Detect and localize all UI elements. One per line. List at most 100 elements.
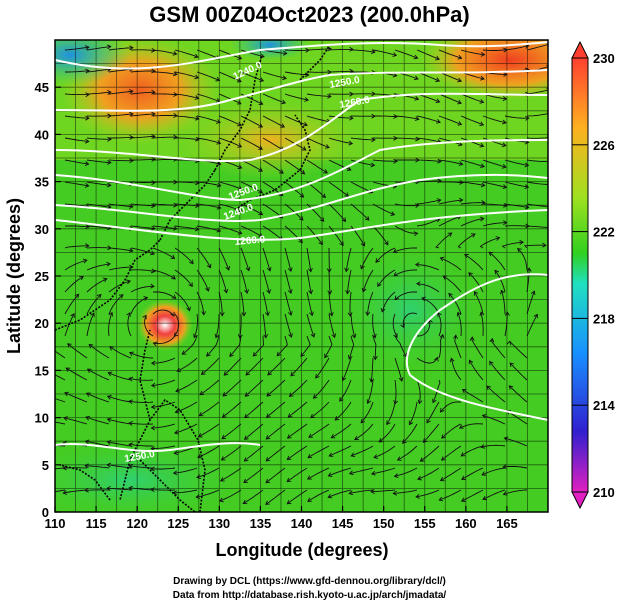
streamline	[196, 467, 220, 478]
streamline	[441, 423, 462, 439]
colorbar-ticks: 210 214 218 222 226 230	[572, 51, 615, 500]
streamline-arrowhead	[351, 333, 357, 339]
streamline-arrowhead	[414, 262, 420, 267]
streamline	[526, 314, 538, 337]
streamline	[468, 272, 484, 293]
streamline-arrowhead	[408, 420, 414, 426]
streamline-arrowhead	[502, 119, 507, 125]
streamline	[526, 113, 548, 117]
streamline	[262, 137, 284, 151]
streamline	[196, 115, 221, 123]
streamline-arrowhead	[129, 264, 134, 270]
streamline-arrowhead	[366, 399, 372, 405]
streamline-arrowhead	[380, 307, 386, 313]
streamline-arrowhead	[448, 292, 453, 298]
streamline	[441, 445, 462, 461]
streamline	[440, 401, 462, 413]
streamline	[86, 203, 111, 208]
streamline	[176, 357, 198, 372]
streamline	[462, 389, 484, 403]
streamline-arrowhead	[170, 311, 175, 317]
streamline-arrowhead	[197, 433, 203, 438]
streamline	[460, 202, 485, 205]
streamline-arrowhead	[84, 45, 90, 51]
streamline-arrowhead	[480, 443, 486, 449]
streamline-arrowhead	[349, 46, 354, 52]
streamline	[324, 335, 333, 358]
streamline-arrowhead	[503, 72, 508, 77]
streamline-arrowhead	[150, 382, 156, 388]
streamline	[438, 137, 463, 146]
y-tick-label: 30	[35, 222, 49, 237]
streamline-arrowhead	[175, 388, 180, 393]
streamline-arrowhead	[193, 333, 198, 339]
streamline	[262, 269, 270, 294]
streamline	[67, 343, 88, 359]
colorbar-tick-label: 230	[593, 51, 615, 66]
streamline-arrowhead	[432, 398, 437, 404]
colorbar-bottom-arrow	[571, 491, 589, 510]
streamline	[219, 489, 242, 502]
streamline	[306, 137, 330, 149]
y-tick-label: 10	[35, 411, 49, 426]
streamline-arrowhead	[150, 360, 156, 366]
x-tick-label: 140	[291, 516, 313, 531]
streamline	[218, 203, 243, 212]
streamline-arrowhead	[401, 439, 407, 444]
streamline-arrowhead	[150, 425, 156, 431]
streamline-arrowhead	[372, 355, 378, 361]
streamline	[307, 445, 330, 459]
streamline-arrowhead	[102, 277, 108, 283]
streamline	[284, 93, 309, 101]
streamline-arrowhead	[173, 225, 178, 231]
streamline-arrowhead	[464, 254, 469, 259]
streamline	[130, 297, 148, 315]
streamline	[55, 467, 66, 470]
streamline	[349, 291, 352, 317]
streamline-arrowhead	[265, 500, 270, 505]
streamline-arrowhead	[225, 265, 231, 271]
streamline	[64, 137, 89, 142]
streamline	[482, 159, 507, 168]
streamline-arrowhead	[439, 256, 445, 262]
streamline	[174, 203, 199, 207]
streamline-arrowhead	[489, 360, 494, 366]
streamline-arrowhead	[341, 217, 347, 223]
streamline	[174, 71, 199, 79]
streamline-arrowhead	[426, 418, 431, 424]
streamline	[64, 181, 89, 187]
streamline-arrowhead	[400, 323, 405, 329]
streamline-arrowhead	[219, 477, 225, 482]
streamline	[152, 93, 178, 96]
streamline-arrowhead	[244, 289, 250, 295]
streamline	[175, 137, 199, 141]
streamline	[62, 467, 88, 469]
contour-label: 1260.0	[234, 234, 266, 248]
streamline-arrowhead	[300, 169, 306, 175]
streamlines	[55, 42, 548, 505]
colorbar: 210 214 218 222 226 230	[571, 40, 615, 510]
streamline	[350, 313, 356, 338]
streamline	[108, 280, 131, 293]
streamline	[266, 423, 286, 440]
streamline-arrowhead	[85, 224, 90, 230]
streamline-arrowhead	[84, 182, 90, 188]
streamline	[193, 313, 198, 338]
streamline-arrowhead	[128, 376, 134, 382]
streamline	[64, 46, 89, 51]
streamline-arrowhead	[106, 462, 112, 468]
streamline	[152, 49, 177, 55]
streamline-arrowhead	[298, 238, 303, 244]
streamline-arrowhead	[370, 162, 376, 168]
streamline-arrowhead	[307, 267, 313, 273]
streamline	[417, 467, 440, 480]
streamline	[504, 203, 529, 208]
streamline	[84, 489, 110, 491]
streamline-arrowhead	[172, 71, 178, 77]
streamline-arrowhead	[62, 465, 67, 471]
streamline-arrowhead	[129, 204, 134, 209]
streamline-arrowhead	[109, 346, 114, 351]
streamline-arrowhead	[286, 434, 292, 439]
streamline-arrowhead	[469, 336, 475, 341]
